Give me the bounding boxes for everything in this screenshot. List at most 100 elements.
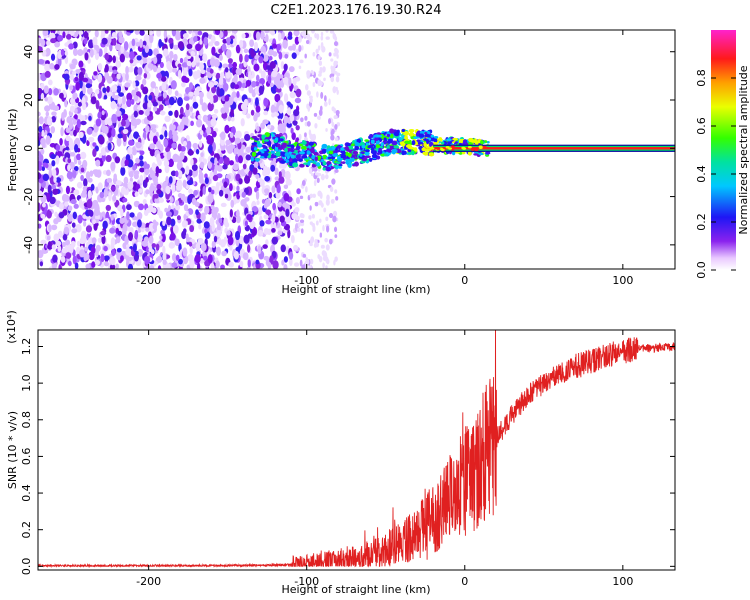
noise-cell xyxy=(44,163,49,169)
noise-cell xyxy=(211,86,217,94)
noise-cell xyxy=(139,30,145,36)
noise-cell xyxy=(217,148,221,155)
noise-cell xyxy=(151,243,157,248)
noise-cell xyxy=(309,242,313,247)
band-cell xyxy=(322,149,327,154)
noise-cell xyxy=(235,68,243,76)
y-tick-label: 1.2 xyxy=(20,338,33,356)
noise-cell xyxy=(233,147,238,155)
band-cell xyxy=(424,131,428,135)
band-cell xyxy=(341,161,346,164)
band-cell xyxy=(316,162,321,167)
noise-cell xyxy=(198,156,203,163)
noise-cell xyxy=(186,179,194,186)
noise-cell xyxy=(235,215,241,224)
noise-cell xyxy=(265,33,269,43)
noise-cell xyxy=(207,120,212,128)
noise-cell xyxy=(221,250,227,257)
noise-cell xyxy=(73,114,78,120)
noise-cell xyxy=(285,178,292,186)
noise-cell xyxy=(53,176,57,183)
noise-cell xyxy=(306,90,311,96)
line-spot xyxy=(430,147,435,150)
noise-cell xyxy=(323,101,328,107)
band-cell xyxy=(370,150,375,154)
noise-cell xyxy=(40,213,46,219)
noise-cell xyxy=(110,186,116,191)
noise-cell xyxy=(282,76,289,85)
colorbar-bar xyxy=(711,30,736,270)
y-tick-label: 0.2 xyxy=(20,521,33,539)
noise-cell xyxy=(272,260,279,269)
band-cell xyxy=(467,137,474,142)
band-cell xyxy=(303,162,309,165)
snr-panel: -200 -100 0 100 0.0 0.2 0.4 0.6 0.8 1.0 1.2 Heigh… xyxy=(5,310,676,596)
noise-cell xyxy=(267,75,272,84)
noise-cell xyxy=(78,198,83,208)
noise-cell xyxy=(132,60,137,67)
noise-cell xyxy=(120,166,126,176)
noise-cell xyxy=(170,80,177,90)
noise-cell xyxy=(199,40,203,45)
noise-cell xyxy=(258,56,264,64)
band-cell xyxy=(391,148,398,153)
noise-cell xyxy=(192,101,199,109)
noise-cell xyxy=(38,111,41,117)
band-cell xyxy=(277,157,283,161)
noise-cell xyxy=(218,88,225,97)
noise-cell xyxy=(277,123,284,133)
noise-cell xyxy=(148,247,153,253)
noise-cell xyxy=(189,246,193,255)
noise-cell xyxy=(314,122,318,129)
noise-cell xyxy=(115,60,122,68)
line-spot xyxy=(474,148,479,152)
noise-cell xyxy=(61,247,68,254)
noise-cell xyxy=(74,76,79,82)
noise-cell xyxy=(145,125,150,133)
noise-cell xyxy=(275,43,282,51)
noise-cell xyxy=(42,30,49,37)
noise-cell xyxy=(290,83,294,90)
noise-cell xyxy=(64,152,71,160)
noise-cell xyxy=(168,129,173,140)
band-cell xyxy=(284,152,290,157)
noise-cell xyxy=(321,250,326,257)
noise-cell xyxy=(267,70,272,76)
noise-cell xyxy=(182,140,188,147)
noise-cell xyxy=(315,220,319,226)
noise-cell xyxy=(111,113,118,124)
noise-cell xyxy=(148,204,154,213)
noise-cell xyxy=(225,49,232,59)
noise-cell xyxy=(270,104,276,114)
noise-cell xyxy=(93,71,98,76)
noise-cell xyxy=(192,169,197,178)
noise-cell xyxy=(195,43,202,52)
noise-cell xyxy=(167,263,171,269)
noise-cell xyxy=(175,170,179,178)
noise-cell xyxy=(244,175,251,184)
noise-cell xyxy=(134,30,140,35)
noise-cell xyxy=(283,184,289,190)
noise-cell xyxy=(332,65,336,73)
band-cell xyxy=(473,153,478,156)
noise-cell xyxy=(50,38,57,44)
snr-frame xyxy=(37,329,676,571)
noise-cell xyxy=(315,242,319,248)
noise-cell xyxy=(44,96,48,102)
noise-cell xyxy=(178,258,183,265)
noise-cell xyxy=(120,186,127,195)
noise-cell xyxy=(124,159,129,166)
band-cell xyxy=(391,140,398,146)
noise-cell xyxy=(116,85,122,94)
noise-cell xyxy=(127,263,134,269)
noise-cell xyxy=(149,143,156,150)
band-cell xyxy=(430,137,436,141)
noise-cell xyxy=(291,132,296,141)
noise-cell xyxy=(269,61,276,69)
noise-cell xyxy=(318,255,323,263)
noise-cell xyxy=(271,185,276,194)
noise-cell xyxy=(286,101,292,106)
noise-cell xyxy=(152,223,158,230)
noise-cell xyxy=(229,245,233,251)
